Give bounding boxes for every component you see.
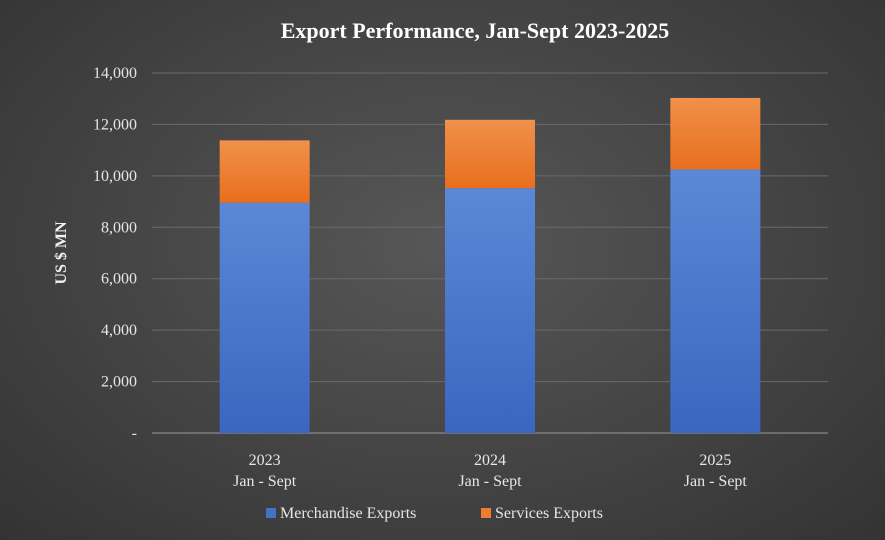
legend: Merchandise Exports Services Exports — [266, 505, 603, 522]
y-tick-label: 8,000 — [101, 219, 137, 236]
bar-merchandise-exports-2024 — [445, 188, 535, 433]
y-tick-label: 2,000 — [101, 374, 137, 391]
x-category-year: 2023 — [249, 452, 281, 469]
bar-services-exports-2025 — [670, 97, 761, 170]
bar-services-exports-2023 — [219, 140, 310, 203]
y-tick-label: 6,000 — [101, 271, 137, 288]
bar-merchandise-exports-2023 — [219, 202, 310, 433]
legend-label: Services Exports — [495, 505, 603, 522]
chart-title: Export Performance, Jan-Sept 2023-2025 — [281, 18, 670, 43]
y-tick-label: 4,000 — [101, 322, 137, 339]
bars — [219, 97, 761, 433]
x-category-period: Jan - Sept — [233, 473, 297, 490]
bar-services-exports-2024 — [445, 119, 535, 189]
x-axis-categories: 2023 Jan - Sept 2024 Jan - Sept 2025 Jan - Se… — [233, 452, 747, 490]
y-tick-label: 14,000 — [93, 65, 137, 82]
y-tick-label: 12,000 — [93, 116, 137, 133]
y-axis-ticks: - 2,000 4,000 6,000 8,000 10,000 12,000 14,000 — [93, 65, 137, 442]
y-axis-label: US $ MN — [53, 221, 70, 285]
legend-swatch-merchandise-exports — [266, 508, 276, 518]
x-category-period: Jan - Sept — [684, 473, 748, 490]
bar-merchandise-exports-2025 — [670, 169, 761, 433]
y-tick-label: 10,000 — [93, 168, 137, 185]
x-category-period: Jan - Sept — [458, 473, 522, 490]
legend-swatch-services-exports — [481, 508, 491, 518]
legend-label: Merchandise Exports — [280, 505, 416, 522]
x-category-year: 2025 — [699, 452, 731, 469]
y-tick-label: - — [132, 425, 137, 442]
x-category-year: 2024 — [474, 452, 506, 469]
